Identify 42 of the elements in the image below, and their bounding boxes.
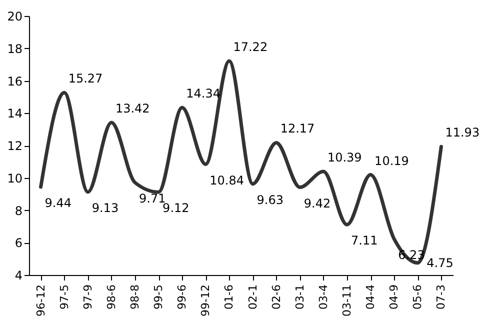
x-tick-label: 04-9 — [388, 284, 401, 310]
x-tick-label: 99-5 — [152, 284, 166, 310]
data-label: 4.75 — [426, 256, 454, 270]
y-tick-label: 18 — [7, 42, 22, 56]
x-tick-label: 05-6 — [411, 284, 424, 310]
data-label: 15.27 — [68, 72, 103, 86]
x-tick-label: 03-4 — [316, 284, 330, 310]
x-tick-label: 99-6 — [176, 284, 189, 310]
x-tick-label: 96-12 — [34, 284, 48, 316]
data-label: 9.12 — [162, 201, 190, 216]
x-tick-label: 97-9 — [81, 284, 94, 310]
data-label: 9.13 — [92, 200, 119, 215]
data-label: 9.63 — [256, 192, 284, 207]
x-tick-label: 02-1 — [246, 284, 260, 310]
y-tick-label: 4 — [14, 268, 22, 282]
y-tick-label: 16 — [7, 74, 22, 88]
data-label: 11.93 — [445, 126, 480, 140]
x-tick-label: 99-12 — [199, 284, 212, 316]
y-tick-label: 10 — [7, 171, 22, 186]
data-label: 17.22 — [233, 40, 268, 54]
x-tick-label: 98-8 — [128, 284, 142, 310]
data-label: 12.17 — [280, 122, 315, 136]
data-label: 7.11 — [351, 234, 378, 248]
data-label: 9.44 — [44, 196, 72, 210]
y-tick-label: 14 — [7, 106, 22, 121]
data-label: 9.42 — [304, 196, 331, 210]
y-tick-label: 20 — [7, 10, 22, 24]
x-tick-label: 97-5 — [58, 284, 71, 310]
x-tick-label: 04-4 — [364, 284, 378, 310]
data-label: 10.84 — [210, 173, 244, 188]
x-tick-label: 98-6 — [104, 284, 118, 310]
x-tick-label: 03-1 — [293, 284, 306, 310]
x-tick-label: 02-6 — [270, 284, 283, 310]
data-label: 10.39 — [327, 150, 362, 165]
x-tick-label: 07-3 — [434, 284, 448, 310]
x-tick-label: 03-11 — [340, 284, 354, 316]
x-tick-label: 01-6 — [222, 284, 236, 310]
data-label: 10.19 — [374, 154, 409, 168]
y-tick-label: 12 — [7, 139, 22, 153]
data-label: 13.42 — [115, 102, 150, 116]
y-tick-label: 8 — [14, 204, 22, 218]
y-tick-label: 6 — [14, 236, 22, 250]
